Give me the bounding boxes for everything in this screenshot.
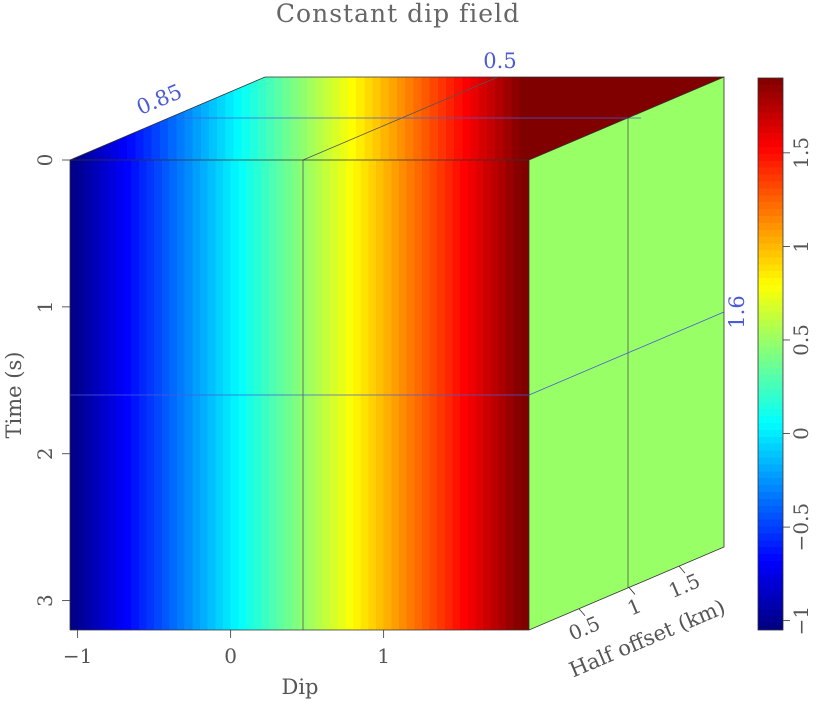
dip-slice-top	[302, 76, 499, 161]
time-slice-side	[528, 311, 725, 396]
half-offset-tick-label: 0.5	[565, 611, 604, 646]
half-offset-tick	[678, 565, 686, 574]
dip-tick-label: 1	[377, 644, 390, 668]
colorbar: −1 −0.5 0 0.5 1 1.5	[757, 77, 813, 635]
time-axis: 0 1 2 3	[33, 154, 70, 607]
colorbar-fill	[758, 78, 783, 630]
dip-axis: −1 0 1	[63, 630, 390, 668]
half-offset-tick-label: 1	[624, 593, 645, 620]
time-tick-label: 1	[33, 301, 57, 314]
time-tick-label: 3	[33, 594, 57, 607]
offset-slice-label: 0.85	[133, 79, 185, 119]
colorbar-tick-label: −0.5	[789, 503, 813, 552]
dip-axis-label: Dip	[282, 675, 319, 699]
slice-lines	[70, 76, 725, 630]
colorbar-tick-label: 0	[789, 427, 813, 440]
dip-tick-label: 0	[224, 644, 237, 668]
top-panel	[70, 77, 724, 160]
colorbar-tick-label: 0.5	[789, 324, 813, 356]
colorbar-tick-label: −1	[789, 606, 813, 635]
time-tick-label: 0	[33, 154, 57, 167]
colorbar-frame	[757, 77, 784, 631]
half-offset-tick	[628, 587, 636, 595]
colorbar-tick-label: 1	[789, 240, 813, 253]
chart-title: Constant dip field	[276, 0, 520, 28]
time-tick-label: 2	[33, 447, 57, 460]
dip-slice-label: 0.5	[483, 49, 516, 73]
colorbar-tick-label: 1.5	[789, 137, 813, 169]
time-slice-label: 1.6	[725, 295, 749, 328]
half-offset-tick	[578, 608, 586, 616]
colorbar-ticks: −1 −0.5 0 0.5 1 1.5	[783, 137, 813, 635]
dip-tick-label: −1	[63, 644, 92, 668]
half-offset-tick-label: 1.5	[665, 568, 704, 603]
time-axis-label: Time (s)	[2, 352, 26, 439]
